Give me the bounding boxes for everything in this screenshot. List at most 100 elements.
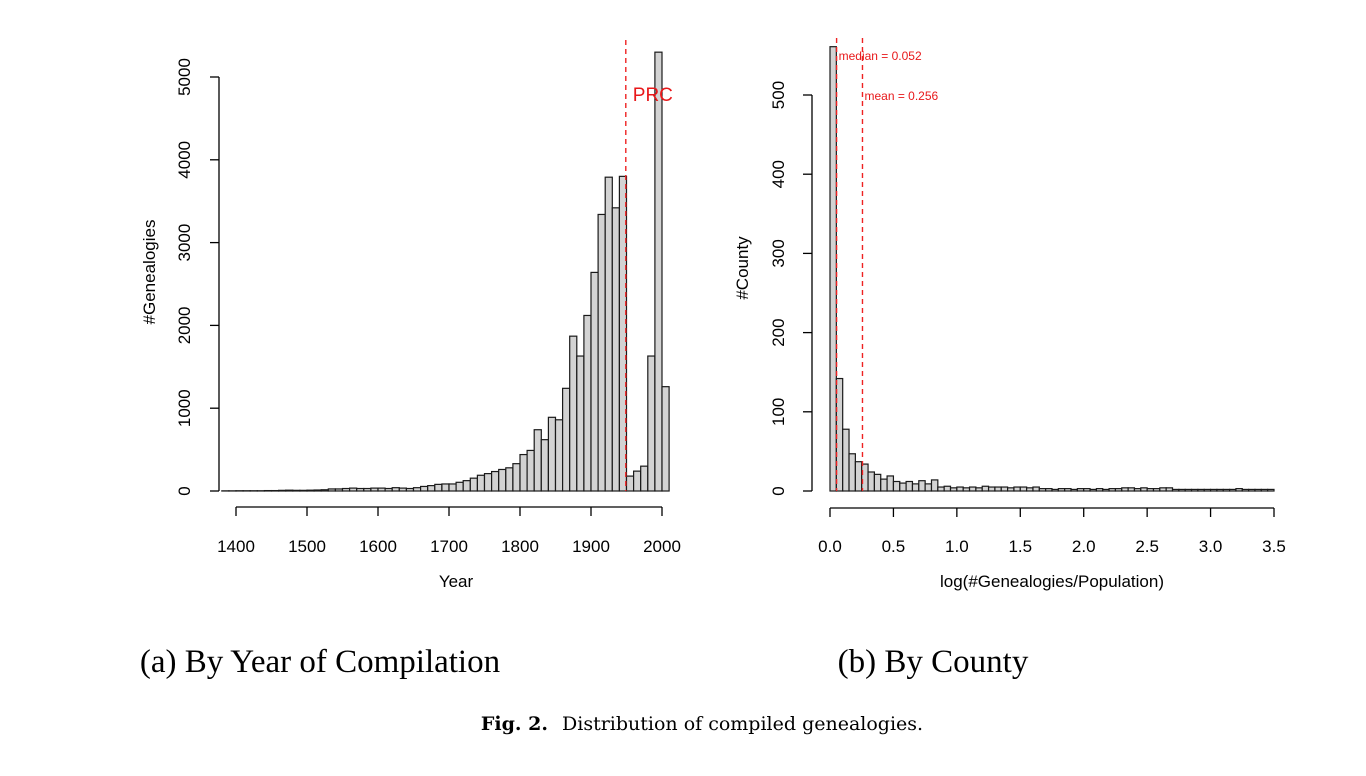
- county-bar: [937, 486, 945, 492]
- county-bar: [1095, 488, 1104, 492]
- county-bar: [1248, 488, 1256, 492]
- year-bar: [505, 467, 514, 492]
- county-bar: [1146, 488, 1155, 492]
- y-tick-label-county: 300: [769, 239, 788, 267]
- county-bar: [1051, 488, 1059, 492]
- year-bar: [476, 474, 486, 492]
- county-bar: [1197, 488, 1205, 492]
- year-bar: [661, 386, 670, 492]
- county-bar: [1045, 488, 1053, 492]
- year-bar: [398, 487, 407, 492]
- year-bar: [647, 355, 656, 492]
- year-bar: [292, 489, 301, 492]
- county-bar: [987, 486, 996, 492]
- county-bar: [1184, 488, 1193, 492]
- subcaption-b: (b) By County: [838, 644, 1029, 680]
- county-bar: [842, 428, 850, 492]
- histogram-by-county: 0.0 0.5 1.0 1.5 2.0 2.5 3.0 3.5 0 100 200 300 400 500…: [733, 38, 1286, 591]
- year-bar: [278, 489, 287, 492]
- y-tick-label-county: 100: [769, 398, 788, 426]
- x-axis-title-year: Year: [439, 572, 474, 591]
- year-bar: [313, 489, 322, 492]
- x-tick-label-year: 1600: [359, 537, 397, 556]
- county-bar: [911, 483, 920, 492]
- year-bar: [533, 429, 542, 492]
- year-bar: [334, 488, 344, 492]
- county-bar: [867, 471, 875, 492]
- x-tick-label-log-ratio: 3.0: [1199, 537, 1223, 556]
- year-bar: [526, 449, 535, 492]
- county-bar: [1209, 488, 1218, 492]
- year-bar: [590, 271, 599, 492]
- year-bar: [420, 485, 429, 492]
- year-bar: [597, 213, 606, 492]
- year-bar: [427, 485, 436, 492]
- county-bar: [1000, 486, 1009, 492]
- county-bar: [1190, 488, 1199, 492]
- year-bar: [569, 335, 578, 492]
- x-axis-title-log-ratio: log(#Genealogies/Population): [940, 572, 1164, 591]
- y-tick-label-genealogies: 1000: [175, 389, 194, 427]
- county-bars: [829, 46, 1275, 492]
- y-tick-label-genealogies: 5000: [175, 58, 194, 96]
- year-bar: [625, 475, 635, 492]
- x-tick-label-log-ratio: 3.5: [1262, 537, 1286, 556]
- year-bar: [320, 489, 329, 492]
- year-bar: [583, 314, 592, 492]
- county-bar: [1178, 488, 1186, 492]
- county-bar: [1006, 487, 1015, 492]
- county-bar: [1127, 487, 1136, 492]
- county-bar: [848, 453, 856, 492]
- county-bar: [1260, 488, 1269, 492]
- figure-caption-text: Distribution of compiled genealogies.: [562, 713, 923, 735]
- year-bar: [455, 481, 464, 492]
- year-bar: [519, 453, 528, 492]
- year-bar: [441, 483, 450, 492]
- county-bar: [1222, 488, 1231, 492]
- year-bar: [604, 176, 613, 492]
- year-bar: [554, 419, 564, 492]
- year-bar: [349, 487, 358, 492]
- county-bar: [1133, 488, 1142, 492]
- year-bar: [377, 487, 386, 492]
- y-tick-label-county: 200: [769, 318, 788, 346]
- county-bar: [1064, 488, 1072, 492]
- year-bar: [363, 487, 372, 492]
- year-axes: 1400 1500 1600 1700 1800 1900 2000 0 1000 2000 300…: [175, 58, 681, 556]
- year-bar: [327, 488, 336, 492]
- county-bar: [1121, 487, 1129, 492]
- year-bar: [640, 465, 649, 492]
- x-tick-label-year: 1800: [501, 537, 539, 556]
- x-tick-label-year: 1400: [217, 537, 255, 556]
- year-bar: [611, 207, 620, 492]
- histogram-by-year: 1400 1500 1600 1700 1800 1900 2000 0 1000 2000 300…: [140, 40, 681, 591]
- year-bar: [391, 487, 400, 492]
- county-bar: [873, 473, 882, 492]
- x-tick-label-log-ratio: 2.0: [1072, 537, 1096, 556]
- county-bar: [1216, 488, 1224, 492]
- x-tick-label-year: 2000: [643, 537, 681, 556]
- county-bar: [981, 485, 990, 492]
- x-tick-label-log-ratio: 0.0: [818, 537, 842, 556]
- county-bar: [1057, 488, 1066, 492]
- year-bar: [384, 487, 393, 492]
- prc-label: PRC: [633, 85, 673, 106]
- county-bar: [892, 480, 901, 492]
- county-bar: [1102, 488, 1110, 492]
- county-bar: [1241, 488, 1250, 492]
- year-bar: [341, 487, 351, 492]
- year-bar: [412, 487, 422, 492]
- county-bar: [861, 463, 869, 492]
- county-bar: [924, 483, 933, 492]
- county-bar: [1083, 488, 1091, 492]
- year-bar: [370, 487, 379, 492]
- county-bar: [930, 479, 939, 492]
- year-bars: [221, 51, 670, 492]
- year-bar: [561, 387, 571, 492]
- y-tick-label-county: 400: [769, 160, 788, 188]
- median-label: median = 0.052: [839, 49, 922, 63]
- county-bar: [1032, 486, 1040, 492]
- x-tick-label-year: 1500: [288, 537, 326, 556]
- y-axis-title-county: #County: [733, 236, 752, 300]
- mean-label: mean = 0.256: [864, 89, 938, 103]
